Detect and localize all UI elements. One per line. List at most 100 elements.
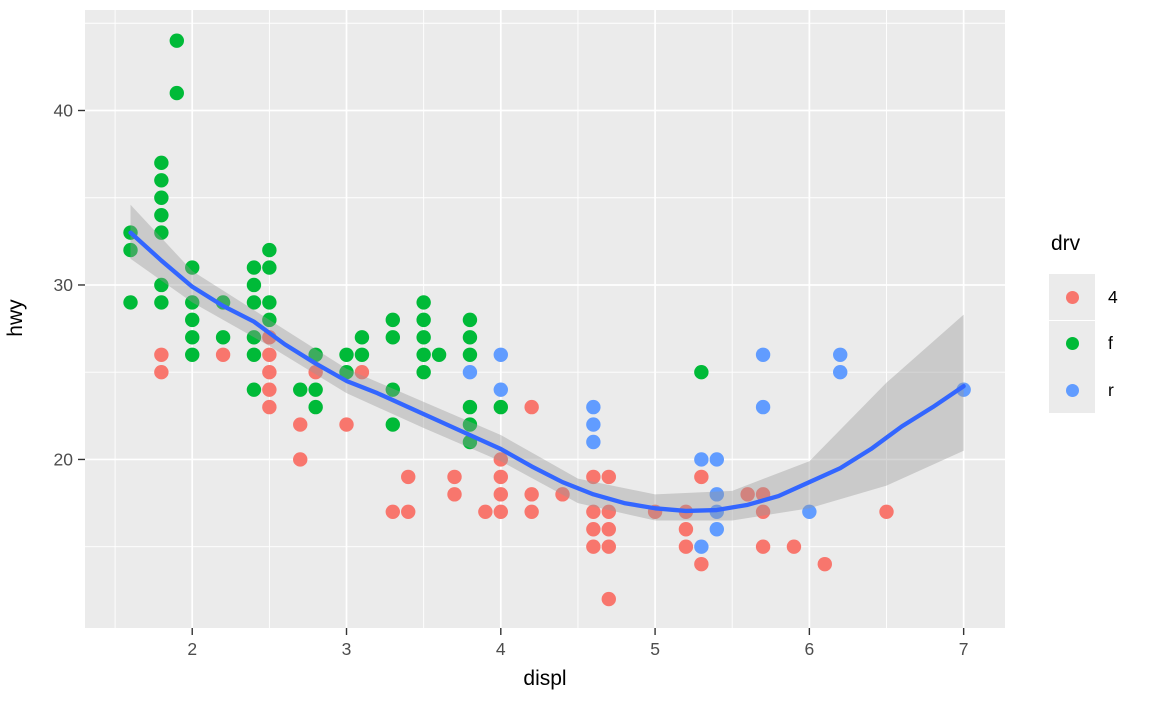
data-point-f bbox=[339, 365, 354, 380]
y-tick-label: 30 bbox=[54, 275, 74, 295]
legend-label-4: 4 bbox=[1108, 286, 1118, 307]
data-point-4 bbox=[524, 487, 539, 502]
legend-label-r: r bbox=[1108, 379, 1114, 400]
data-point-r bbox=[709, 452, 724, 467]
legend-item-4: 4 bbox=[1049, 274, 1118, 321]
legend-item-r: r bbox=[1049, 367, 1118, 414]
y-tick-label: 40 bbox=[54, 100, 74, 120]
data-point-4 bbox=[262, 382, 277, 397]
data-point-f bbox=[493, 399, 508, 415]
data-point-4 bbox=[447, 469, 462, 485]
data-point-f bbox=[694, 365, 709, 380]
data-point-f bbox=[154, 207, 169, 223]
data-point-4 bbox=[678, 539, 694, 554]
data-point-r bbox=[493, 347, 508, 362]
y-tick-label: 20 bbox=[54, 449, 74, 469]
data-point-f bbox=[462, 312, 478, 328]
legend-dot-r bbox=[1065, 383, 1079, 397]
data-point-f bbox=[215, 330, 231, 345]
data-point-4 bbox=[601, 522, 616, 537]
data-point-4 bbox=[678, 522, 694, 537]
data-point-f bbox=[185, 260, 200, 275]
data-point-r bbox=[462, 365, 478, 380]
data-point-4 bbox=[586, 522, 601, 537]
legend: drv 4 f r bbox=[1049, 232, 1118, 414]
data-point-r bbox=[586, 399, 601, 415]
data-point-4 bbox=[447, 487, 462, 502]
data-point-4 bbox=[308, 365, 323, 380]
data-point-f bbox=[462, 417, 478, 432]
data-point-4 bbox=[339, 417, 354, 432]
data-point-4 bbox=[817, 556, 832, 572]
data-point-f bbox=[354, 330, 370, 345]
legend-item-f: f bbox=[1049, 320, 1118, 368]
data-point-f bbox=[246, 295, 262, 310]
data-point-f bbox=[416, 365, 431, 380]
data-point-4 bbox=[586, 539, 601, 554]
data-point-f bbox=[416, 330, 431, 345]
data-point-f bbox=[246, 347, 262, 362]
data-point-f bbox=[462, 399, 478, 415]
data-point-4 bbox=[555, 487, 570, 502]
data-point-4 bbox=[293, 417, 308, 432]
data-point-f bbox=[385, 417, 400, 432]
data-point-4 bbox=[586, 469, 601, 485]
data-point-4 bbox=[524, 504, 539, 519]
data-point-4 bbox=[293, 452, 308, 467]
data-point-4 bbox=[401, 469, 416, 485]
data-point-f bbox=[185, 295, 200, 310]
data-point-4 bbox=[478, 504, 493, 519]
data-point-r bbox=[586, 434, 601, 450]
data-point-r bbox=[694, 539, 709, 554]
data-point-f bbox=[154, 155, 169, 171]
data-point-r bbox=[694, 452, 709, 467]
x-tick-label: 7 bbox=[959, 639, 969, 659]
data-point-4 bbox=[493, 487, 508, 502]
plot-panel bbox=[85, 10, 1005, 628]
data-point-f bbox=[169, 33, 184, 48]
data-point-f bbox=[154, 225, 169, 240]
data-point-f bbox=[308, 399, 323, 415]
x-tick-label: 4 bbox=[496, 639, 506, 659]
data-point-f bbox=[262, 242, 277, 258]
data-point-f bbox=[416, 347, 431, 362]
y-axis-title: hwy bbox=[4, 299, 27, 337]
legend-label-f: f bbox=[1108, 333, 1113, 354]
data-point-f bbox=[385, 382, 400, 397]
data-point-4 bbox=[755, 504, 771, 519]
data-point-4 bbox=[694, 556, 709, 572]
legend-key bbox=[1049, 367, 1095, 414]
data-point-4 bbox=[262, 347, 277, 362]
data-point-f bbox=[154, 277, 169, 293]
data-point-f bbox=[154, 295, 169, 310]
data-point-4 bbox=[879, 504, 894, 519]
data-point-f bbox=[185, 312, 200, 328]
data-point-f bbox=[246, 260, 262, 275]
data-point-f bbox=[385, 330, 400, 345]
data-point-4 bbox=[215, 347, 231, 362]
data-point-4 bbox=[601, 539, 616, 554]
legend-dot-4 bbox=[1065, 290, 1079, 304]
confidence-ribbon bbox=[130, 204, 964, 521]
data-point-f bbox=[185, 330, 200, 345]
data-point-4 bbox=[786, 539, 802, 554]
data-point-f bbox=[169, 85, 184, 101]
data-point-4 bbox=[493, 469, 508, 485]
data-point-4 bbox=[601, 591, 616, 607]
data-point-f bbox=[293, 382, 308, 397]
data-point-r bbox=[709, 487, 724, 502]
data-point-4 bbox=[601, 469, 616, 485]
data-point-f bbox=[354, 347, 370, 362]
data-point-4 bbox=[694, 469, 709, 485]
data-point-f bbox=[185, 347, 200, 362]
data-point-r bbox=[755, 399, 771, 415]
data-point-4 bbox=[755, 539, 771, 554]
data-point-r bbox=[833, 365, 848, 380]
data-point-4 bbox=[354, 365, 370, 380]
data-point-4 bbox=[401, 504, 416, 519]
data-point-4 bbox=[586, 504, 601, 519]
data-point-f bbox=[416, 295, 431, 310]
data-point-f bbox=[339, 347, 354, 362]
